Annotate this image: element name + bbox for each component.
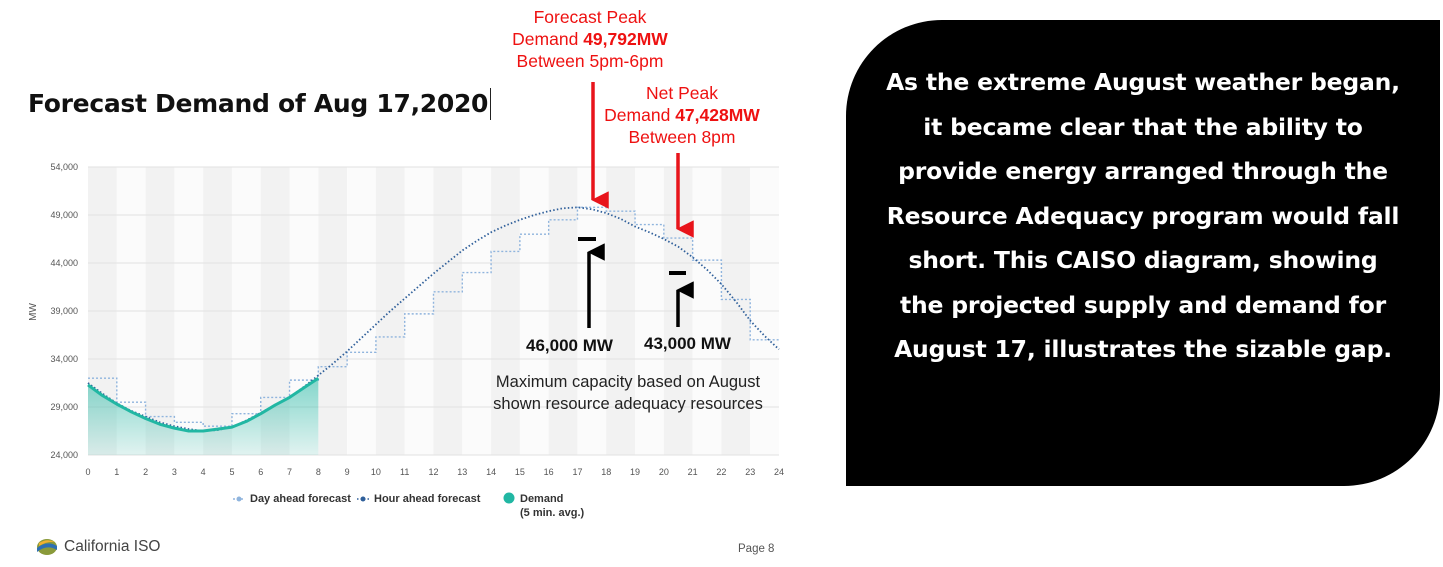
legend-hour-ahead-marker	[360, 496, 366, 502]
y-tick-label: 29,000	[50, 402, 78, 412]
y-tick-label: 54,000	[50, 162, 78, 172]
caiso-logo-icon	[37, 539, 57, 555]
y-tick-label: 24,000	[50, 450, 78, 460]
y-tick-label: 49,000	[50, 210, 78, 220]
demand-area	[88, 378, 319, 455]
x-tick-label: 10	[371, 467, 381, 477]
legend-day-ahead-marker	[236, 496, 242, 502]
x-tick-label: 11	[400, 467, 409, 477]
demand-line	[87, 376, 320, 433]
x-tick-label: 8	[316, 467, 321, 477]
y-axis-label: MW	[28, 303, 39, 321]
capacity-43000-label: 43,000 MW	[644, 334, 731, 353]
chart-legend: Day ahead forecast Hour ahead forecast Dem…	[233, 492, 585, 519]
x-tick-label: 16	[544, 467, 554, 477]
capacity-46000-label: 46,000 MW	[526, 336, 613, 355]
x-tick-label: 18	[601, 467, 611, 477]
x-tick-label: 23	[745, 467, 755, 477]
capacity-43000-marker	[669, 271, 686, 275]
net-peak-line3: Between 8pm	[628, 127, 736, 147]
x-tick-label: 22	[716, 467, 726, 477]
y-tick-label: 44,000	[50, 258, 78, 268]
forecast-peak-line2: Demand 49,792MW	[512, 29, 668, 49]
x-tick-label: 14	[486, 467, 496, 477]
x-tick-label: 24	[774, 467, 784, 477]
commentary-text: As the extreme August weather began, it …	[886, 68, 1400, 363]
logo-text: California ISO	[64, 538, 161, 555]
y-tick-label: 34,000	[50, 354, 78, 364]
day-ahead-forecast-line	[88, 206, 779, 427]
series-layer	[87, 206, 780, 455]
annotation-arrows	[578, 82, 694, 328]
x-tick-label: 21	[688, 467, 698, 477]
x-tick-label: 20	[659, 467, 669, 477]
forecast-peak-line3: Between 5pm-6pm	[516, 51, 664, 71]
x-tick-label: 1	[114, 467, 119, 477]
capacity-note: Maximum capacity based on August shown r…	[493, 373, 763, 413]
demand-chart: 54,000 49,000 44,000 39,000 34,000 29,000 24,0…	[28, 82, 784, 519]
net-peak-line2: Demand 47,428MW	[604, 105, 760, 125]
legend-demand-sublabel: (5 min. avg.)	[520, 507, 585, 519]
capacity-46000-marker	[578, 237, 596, 241]
forecast-peak-annotation: Forecast Peak Demand 49,792MW Between 5p…	[490, 6, 690, 72]
x-tick-label: 5	[229, 467, 234, 477]
legend-day-ahead-label: Day ahead forecast	[250, 493, 351, 505]
net-peak-line1: Net Peak	[646, 83, 718, 103]
x-tick-label: 17	[572, 467, 582, 477]
california-iso-logo: California ISO	[36, 538, 160, 556]
x-tick-label: 0	[85, 467, 90, 477]
page-number: Page 8	[738, 543, 775, 555]
x-tick-label: 2	[143, 467, 148, 477]
x-tick-label: 19	[630, 467, 640, 477]
x-tick-label: 15	[515, 467, 525, 477]
legend-demand-label: Demand	[520, 493, 563, 505]
x-axis-ticks: 0 1 2 3 4 5 6 7 8 9 10 11 12 13 14 15 16 17 18 19 20 21 22 23 24	[85, 467, 784, 477]
legend-demand-marker	[503, 492, 515, 504]
net-peak-annotation: Net Peak Demand 47,428MW Between 8pm	[590, 82, 774, 148]
y-axis-ticks: 54,000 49,000 44,000 39,000 34,000 29,000 24,0…	[50, 162, 78, 460]
x-tick-label: 4	[201, 467, 206, 477]
x-tick-label: 13	[457, 467, 467, 477]
slide-title: Forecast Demand of Aug 17,2020	[28, 88, 492, 120]
x-tick-label: 3	[172, 467, 177, 477]
x-tick-label: 9	[345, 467, 350, 477]
forecast-peak-line1: Forecast Peak	[533, 7, 647, 27]
y-tick-label: 39,000	[50, 306, 78, 316]
commentary-panel: As the extreme August weather began, it …	[846, 20, 1440, 486]
x-tick-label: 6	[258, 467, 263, 477]
x-tick-label: 12	[428, 467, 438, 477]
legend-hour-ahead-label: Hour ahead forecast	[374, 493, 481, 505]
x-tick-label: 7	[287, 467, 292, 477]
